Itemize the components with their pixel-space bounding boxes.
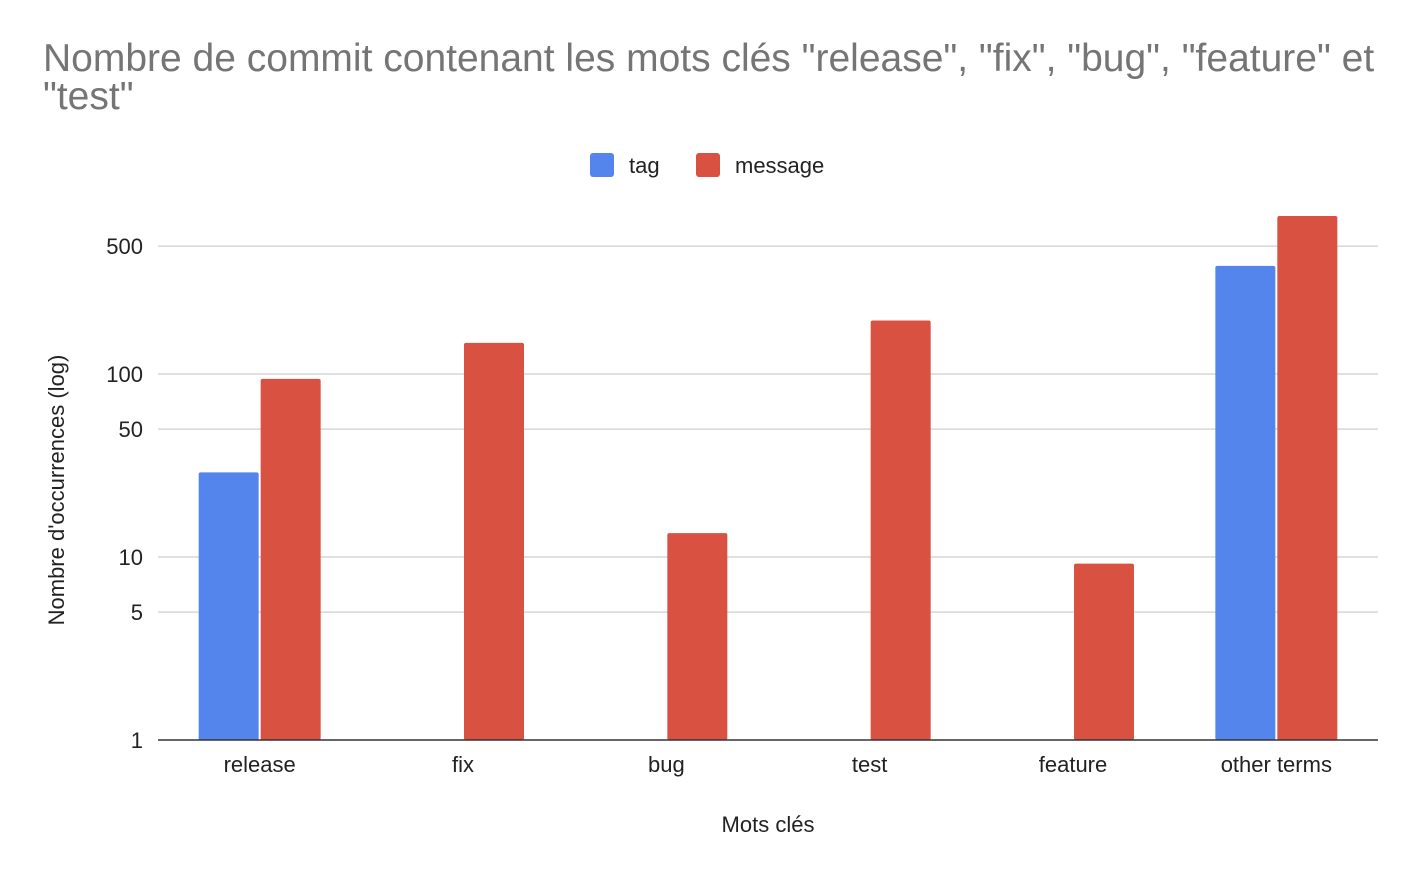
x-tick-label-test: test bbox=[852, 752, 887, 777]
x-axis-title: Mots clés bbox=[722, 812, 815, 837]
x-tick-label-release: release bbox=[224, 752, 296, 777]
legend-swatch-tag bbox=[590, 153, 614, 177]
legend: tag message bbox=[590, 153, 824, 178]
legend-swatch-message bbox=[696, 153, 720, 177]
bar-tag-release bbox=[198, 472, 259, 740]
legend-label-message: message bbox=[735, 153, 824, 178]
x-tick-label-other-terms: other terms bbox=[1221, 752, 1332, 777]
bar-message-feature bbox=[1074, 563, 1134, 740]
y-axis-title: Nombre d'occurrences (log) bbox=[44, 355, 69, 626]
x-tick-label-bug: bug bbox=[648, 752, 685, 777]
bar-message-test bbox=[870, 320, 931, 740]
legend-label-tag: tag bbox=[629, 153, 660, 178]
bars bbox=[198, 216, 1338, 741]
y-tick-label-1: 1 bbox=[131, 728, 143, 753]
bar-message-bug bbox=[667, 533, 728, 740]
chart-title: Nombre de commit contenant les mots clés… bbox=[43, 37, 1375, 118]
gridlines bbox=[158, 245, 1378, 613]
x-tick-label-fix: fix bbox=[452, 752, 474, 777]
x-tick-label-feature: feature bbox=[1039, 752, 1108, 777]
bar-message-fix bbox=[464, 342, 524, 740]
y-tick-label-500: 500 bbox=[106, 234, 143, 259]
y-tick-label-5: 5 bbox=[131, 600, 143, 625]
x-axis-ticks: release fix bug test feature other terms bbox=[224, 752, 1332, 777]
bar-tag-other-terms bbox=[1215, 265, 1276, 740]
bar-message-release bbox=[260, 378, 321, 740]
y-tick-label-10: 10 bbox=[119, 545, 143, 570]
y-tick-label-100: 100 bbox=[106, 362, 143, 387]
y-axis-ticks: 1 5 10 50 100 500 bbox=[106, 234, 143, 753]
y-tick-label-50: 50 bbox=[119, 417, 143, 442]
bar-message-other-terms bbox=[1277, 216, 1338, 741]
